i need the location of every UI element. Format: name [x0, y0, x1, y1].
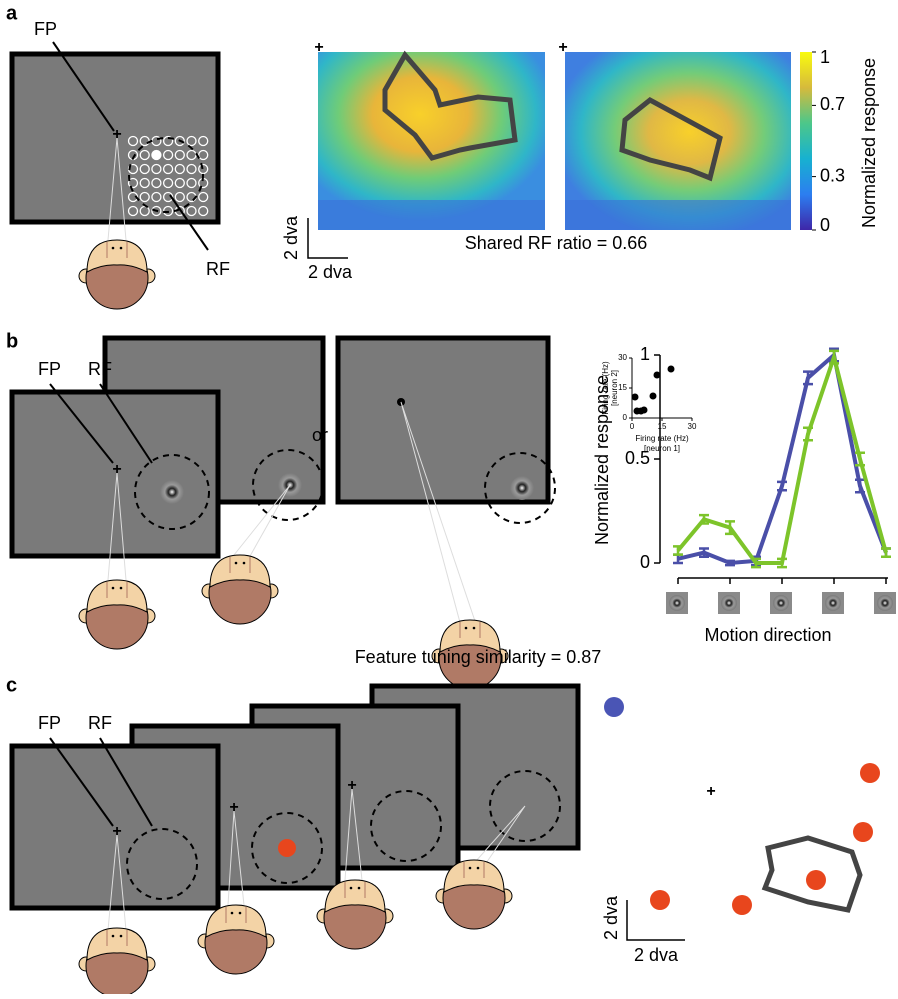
fp-label: FP: [38, 713, 61, 733]
fixation-cross: +: [706, 783, 715, 800]
fp-label: FP: [38, 359, 61, 379]
point: [641, 407, 648, 414]
scale-label: 2 dva: [601, 895, 621, 940]
x-axis-sublabel: [neuron 1]: [644, 444, 680, 453]
rf-label: RF: [206, 259, 230, 279]
colorbar-tick-label: 1: [820, 47, 830, 67]
probe-dot: [278, 839, 296, 857]
probe: [152, 151, 161, 160]
x-tick-label: 0: [630, 422, 635, 431]
y-tick-label: 1: [640, 344, 650, 364]
x-tick-label: 15: [658, 422, 667, 431]
probe-dot: [732, 895, 752, 915]
error-bar: [777, 482, 787, 490]
direction-icon-gabor: [669, 595, 685, 611]
y-axis-sublabel: [neuron 2]: [610, 370, 619, 406]
caption: Shared RF ratio = 0.66: [465, 233, 648, 253]
rf-map-shade: [318, 200, 545, 230]
colorbar-title: Normalized response: [859, 58, 879, 228]
scale-label: 2 dva: [634, 945, 679, 965]
or-label: or: [312, 425, 328, 445]
probe-dot: [806, 870, 826, 890]
x-axis-label: Motion direction: [704, 625, 831, 645]
point: [654, 372, 661, 379]
direction-icon-gabor: [773, 595, 789, 611]
caption: Feature tuning similarity = 0.87: [355, 647, 602, 667]
scale-label: 2 dva: [281, 215, 301, 260]
y-axis-label: Firing rate (Hz): [601, 361, 610, 415]
x-axis-label: Firing rate (Hz): [635, 434, 689, 443]
y-tick-label: 15: [618, 383, 627, 392]
probe-dot: [650, 890, 670, 910]
head: [79, 580, 155, 649]
colorbar-tick-label: 0: [820, 215, 830, 235]
fixation-cross: +: [314, 39, 323, 56]
panel-label: b: [6, 330, 18, 352]
head: [79, 928, 155, 994]
y-tick-label: 0: [623, 413, 628, 422]
y-tick-label: 30: [618, 353, 627, 362]
colorbar-ticks: 0 0.3 0.7 1: [812, 47, 845, 235]
y-tick-label: 0: [640, 552, 650, 572]
scale-label: 2 dva: [308, 262, 353, 282]
gabor: [160, 480, 184, 504]
head: [198, 905, 274, 974]
x-tick-label: 30: [688, 422, 697, 431]
gabor: [510, 476, 534, 500]
point: [632, 394, 639, 401]
colorbar: [800, 52, 812, 230]
panel-label: a: [6, 2, 18, 24]
fp-label: FP: [34, 19, 57, 39]
rf-label: RF: [88, 359, 112, 379]
direction-icon-gabor: [877, 595, 893, 611]
rf-map-shade: [565, 200, 791, 230]
head: [79, 240, 155, 309]
colorbar-tick-label: 0.7: [820, 94, 845, 114]
direction-icon-gabor: [721, 595, 737, 611]
point: [650, 393, 657, 400]
probe-dot: [860, 763, 880, 783]
panel-label: c: [6, 674, 17, 696]
rf-label: RF: [88, 713, 112, 733]
fixation-cross: +: [558, 39, 567, 56]
head: [202, 555, 278, 624]
point: [668, 366, 675, 373]
probe-dot: [604, 697, 624, 717]
series-line: [678, 355, 886, 563]
error-bar: [673, 546, 683, 554]
figure: a FP RF + + + 2 dva 2 dva Shared RF rati…: [0, 0, 898, 994]
colorbar-tick-label: 0.3: [820, 165, 845, 185]
probe-dot: [853, 822, 873, 842]
error-bar: [881, 548, 891, 556]
direction-icon-gabor: [825, 595, 841, 611]
